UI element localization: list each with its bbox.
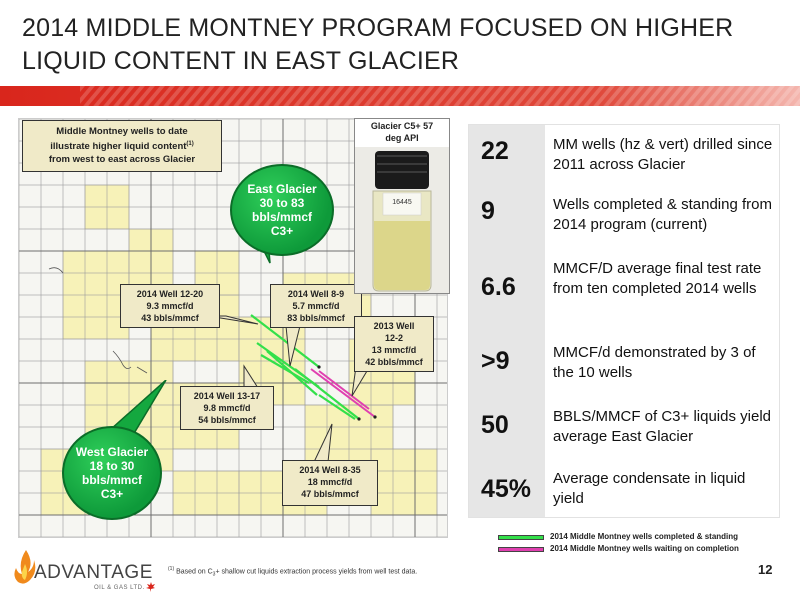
west-bubble-line-1: West Glacier xyxy=(75,445,149,459)
callout-well-12-2: 2013 Well 12-2 13 mmcf/d 42 bbls/mmcf xyxy=(354,316,434,372)
stat-description: BBLS/MMCF of C3+ liquids yield average E… xyxy=(553,408,771,445)
callout-well-8-9: 2014 Well 8-9 5.7 mmcf/d 83 bbls/mmcf xyxy=(270,284,362,328)
footnote: (1) Based on C3+ shallow cut liquids ext… xyxy=(168,566,417,578)
east-bubble-line-1: East Glacier xyxy=(247,182,317,196)
bottle-label: 16445 xyxy=(392,199,412,206)
legend-label-waiting: 2014 Middle Montney wells waiting on com… xyxy=(550,544,739,553)
callout-well-12-20: 2014 Well 12-20 9.3 mmcf/d 43 bbls/mmcf xyxy=(120,284,220,328)
stat-number: 22 xyxy=(481,137,509,165)
note-superscript: (1) xyxy=(186,141,194,147)
bottle-caption: Glacier C5+ 57 deg API xyxy=(359,120,445,144)
title-line-1: 2014 MIDDLE MONTNEY PROGRAM FOCUSED ON H… xyxy=(22,14,734,42)
stats-panel: 22 MM wells (hz & vert) drilled since 20… xyxy=(468,124,780,518)
legend-label-completed: 2014 Middle Montney wells completed & st… xyxy=(550,532,739,541)
stat-description: Average condensate in liquid yield xyxy=(553,470,746,507)
page-number: 12 xyxy=(758,562,773,577)
title-banner xyxy=(0,86,800,106)
note-line-2: illustrate higher liquid content(1) xyxy=(26,138,218,153)
east-glacier-bubble: East Glacier 30 to 83 bbls/mmcf C3+ xyxy=(230,164,334,256)
legend-swatch-pink xyxy=(498,547,544,552)
callout-4-line-2: 9.8 mmcf/d xyxy=(203,403,251,413)
callout-4-line-3: 54 bbls/mmcf xyxy=(198,415,256,425)
bottle-caption-line-2: deg API xyxy=(385,133,419,143)
west-glacier-bubble: West Glacier 18 to 30 bbls/mmcf C3+ xyxy=(62,426,162,520)
title-line-2: LIQUID CONTENT IN EAST GLACIER xyxy=(22,47,460,75)
callout-5-line-2: 18 mmcf/d xyxy=(307,477,353,487)
callout-well-13-17: 2014 Well 13-17 9.8 mmcf/d 54 bbls/mmcf xyxy=(180,386,274,430)
callout-3-line-2: 12-2 xyxy=(384,333,403,343)
callout-3-line-4: 42 bbls/mmcf xyxy=(365,357,423,367)
stat-number: 45% xyxy=(481,475,532,503)
stat-number: 6.6 xyxy=(481,273,516,301)
stat-description: MM wells (hz & vert) drilled since 2011 … xyxy=(553,136,773,173)
callout-1-line-1: 2014 Well 12-20 xyxy=(136,289,204,299)
callout-5-line-3: 47 bbls/mmcf xyxy=(301,489,359,499)
callout-5-line-1: 2014 Well 8-35 xyxy=(299,465,361,475)
stat-description: MMCF/D average final test rate from ten … xyxy=(553,260,762,297)
west-bubble-line-4: C3+ xyxy=(100,487,124,501)
east-bubble-line-3: bbls/mmcf xyxy=(251,210,312,224)
callout-2-line-3: 83 bbls/mmcf xyxy=(287,313,345,323)
flame-icon xyxy=(14,550,36,584)
callout-4-line-1: 2014 Well 13-17 xyxy=(193,391,261,401)
east-bubble-line-4: C3+ xyxy=(270,224,294,238)
note-line-2-text: illustrate higher liquid content xyxy=(50,141,187,153)
logo-wordmark: ADVANTAGE xyxy=(34,562,153,583)
callout-2-line-2: 5.7 mmcf/d xyxy=(292,301,340,311)
logo-subtext: OIL & GAS LTD. xyxy=(94,585,145,591)
west-bubble-line-2: 18 to 30 xyxy=(89,459,135,473)
footnote-marker: (1) xyxy=(168,566,175,572)
footnote-rest: + shallow cut liquids extraction process… xyxy=(215,568,418,576)
callout-3-line-1: 2013 Well xyxy=(373,321,415,331)
callout-1-line-2: 9.3 mmcf/d xyxy=(146,301,194,311)
callout-3-line-3: 13 mmcf/d xyxy=(371,345,417,355)
legend-swatch-green xyxy=(498,535,544,540)
slide-title: 2014 MIDDLE MONTNEY PROGRAM FOCUSED ON H… xyxy=(22,12,782,78)
stat-number: 50 xyxy=(481,411,509,439)
callout-1-line-3: 43 bbls/mmcf xyxy=(141,313,199,323)
advantage-logo: ADVANTAGE OIL & GAS LTD. xyxy=(10,548,160,594)
map-note-box: Middle Montney wells to date illustrate … xyxy=(22,120,222,172)
callout-well-8-35: 2014 Well 8-35 18 mmcf/d 47 bbls/mmcf xyxy=(282,460,378,506)
footnote-subscript: 3 xyxy=(212,571,216,578)
stat-number: 9 xyxy=(481,197,495,225)
sample-bottle-photo: Glacier C5+ 57 deg API 16445 xyxy=(354,118,450,294)
stat-description: MMCF/d demonstrated by 3 of the 10 wells xyxy=(553,344,756,381)
stats-number-column xyxy=(469,125,545,517)
note-line-1: Middle Montney wells to date xyxy=(56,126,188,137)
maple-leaf-icon xyxy=(146,582,155,592)
stat-number: >9 xyxy=(481,347,510,375)
callout-2-line-1: 2014 Well 8-9 xyxy=(287,289,345,299)
east-bubble-line-2: 30 to 83 xyxy=(259,196,305,210)
bottle-image xyxy=(355,147,449,293)
note-line-3: from west to east across Glacier xyxy=(48,154,196,166)
bottle-caption-line-1: Glacier C5+ 57 xyxy=(370,121,434,131)
stat-description: Wells completed & standing from 2014 pro… xyxy=(553,196,772,233)
west-bubble-line-3: bbls/mmcf xyxy=(81,473,142,487)
footnote-text: Based on C xyxy=(176,568,213,576)
